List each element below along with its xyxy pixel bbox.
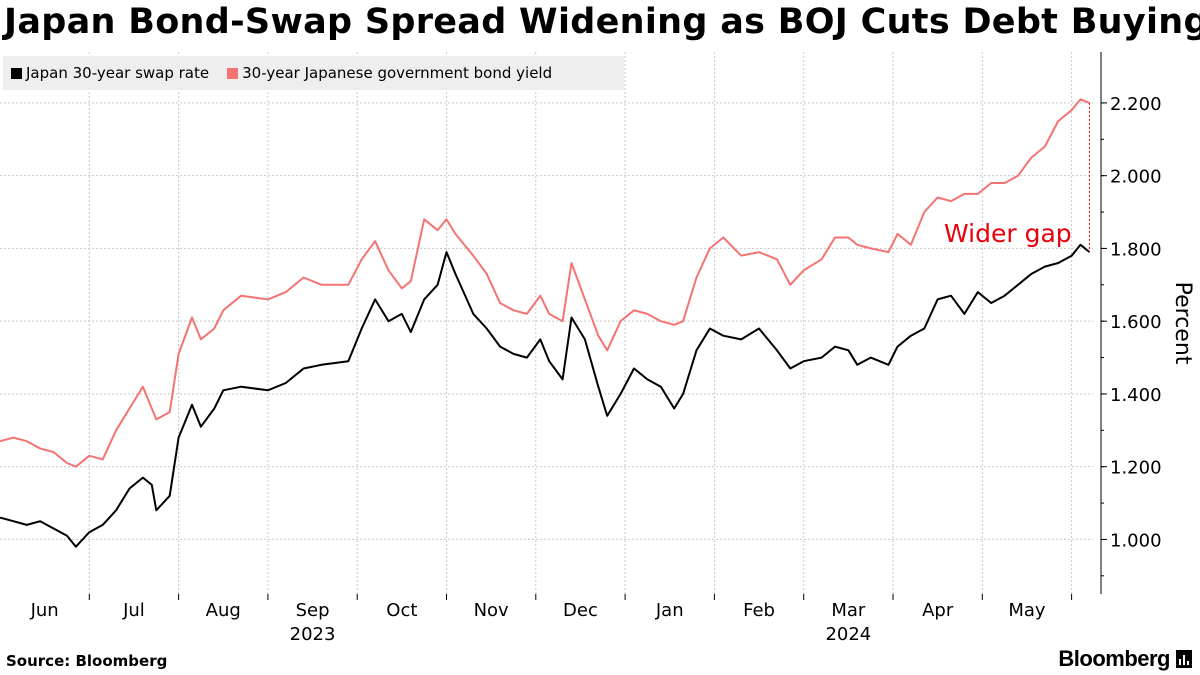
x-tick-label: Jul	[122, 600, 145, 621]
y-tick-label: 1.000	[1110, 530, 1162, 551]
gridlines	[0, 52, 1093, 594]
bar-chart-icon	[1176, 650, 1192, 668]
annotation-layer: Wider gap	[944, 102, 1090, 253]
brand-name: Bloomberg	[1058, 646, 1170, 671]
legend-item-swap: Japan 30-year swap rate	[11, 64, 209, 82]
legend-label-jgb: 30-year Japanese government bond yield	[242, 64, 553, 82]
y-tick-label: 1.400	[1110, 385, 1162, 406]
x-tick-label: Oct	[386, 600, 417, 621]
legend-label-swap: Japan 30-year swap rate	[26, 64, 210, 82]
x-tick-label: Aug	[206, 600, 241, 621]
brand-logo: Bloomberg	[1058, 646, 1192, 672]
x-tick-label: Nov	[474, 600, 509, 621]
x-tick-label: May	[1008, 600, 1046, 621]
x-year-label: 2024	[825, 624, 871, 645]
x-tick-label: Apr	[922, 600, 954, 621]
y-axis-label: Percent	[1170, 282, 1195, 365]
x-tick-label: Feb	[743, 600, 775, 621]
legend-swatch-swap	[11, 67, 22, 79]
x-tick-label: Mar	[831, 600, 866, 621]
series-line-swap	[0, 243, 1091, 548]
x-tick-label: Dec	[563, 600, 598, 621]
chart-title: Japan Bond-Swap Spread Widening as BOJ C…	[4, 2, 1200, 42]
annotation-label: Wider gap	[944, 219, 1072, 248]
legend: Japan 30-year swap rate 30-year Japanese…	[3, 56, 624, 90]
y-tick-label: 2.200	[1110, 94, 1162, 115]
source-note: Source: Bloomberg	[6, 652, 168, 670]
x-tick-label: Jun	[30, 600, 59, 621]
y-tick-label: 1.800	[1110, 239, 1162, 260]
y-tick-label: 1.600	[1110, 312, 1162, 333]
x-tick-label: Sep	[296, 600, 330, 621]
y-axis: 1.000 1.200 1.400 1.600 1.800 2.000 2.200 Perce…	[1100, 52, 1195, 594]
y-tick-label: 1.200	[1110, 458, 1162, 479]
series-layer	[0, 98, 1091, 548]
x-tick-label: Jan	[655, 600, 684, 621]
legend-item-jgb: 30-year Japanese government bond yield	[227, 64, 552, 82]
y-tick-label: 2.000	[1110, 167, 1162, 188]
x-year-label: 2023	[290, 624, 336, 645]
x-axis: Jun Jul Aug Sep Oct Nov Dec Jan Feb Mar Apr May 2023…	[30, 594, 1073, 645]
series-line-jgb	[0, 98, 1090, 468]
legend-swatch-jgb	[227, 67, 239, 79]
